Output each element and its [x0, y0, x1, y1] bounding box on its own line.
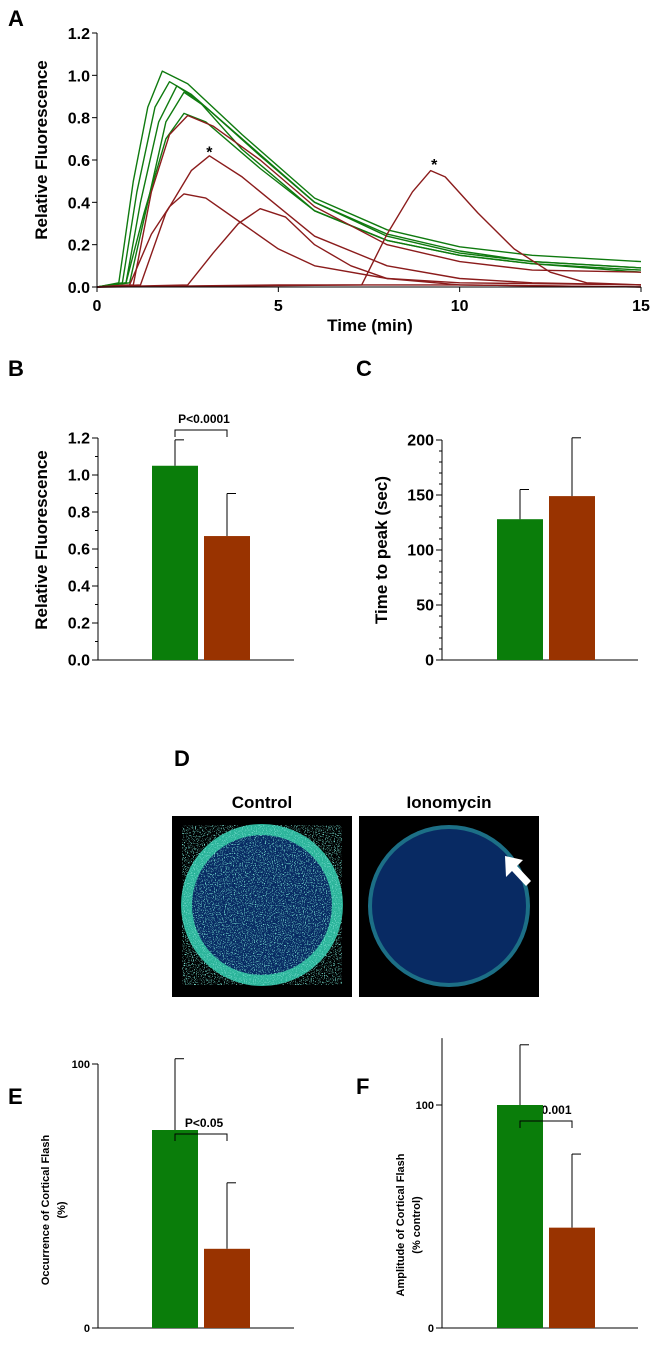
series-line-ionomycin-11	[96, 284, 642, 288]
panel-a-annotation-asterisk-2: *	[431, 157, 438, 174]
panel-c-y-tick-label-1: 50	[416, 598, 434, 615]
panel-e-significance-label: P<0.05	[185, 1116, 224, 1130]
arrow-icon	[505, 856, 531, 886]
panel-e-y-axis-label-line2: (%)	[56, 1201, 68, 1218]
panel-a-y-tick-label-4: 0.8	[68, 111, 90, 128]
bar-ionomycin	[204, 536, 250, 660]
panel-c-y-tick-label-2: 100	[407, 543, 434, 560]
panel-b-y-tick-label-6: 1.2	[68, 431, 90, 448]
panel-f-y-tick-label-0: 0	[428, 1323, 434, 1335]
panel-c-y-tick-label-4: 200	[407, 433, 434, 450]
panel-e-y-tick-label-0: 0	[84, 1323, 90, 1335]
series-line-ionomycin-7	[96, 155, 642, 288]
panel-b-y-axis-label: Relative Fluorescence	[32, 450, 51, 630]
series-line-ionomycin-6	[96, 114, 642, 288]
panel-e-significance-bracket	[174, 1133, 228, 1141]
panel-b-y-tick-label-2: 0.4	[68, 579, 90, 596]
panel-a-x-tick-label-0: 0	[93, 298, 102, 315]
panel-a-y-tick-label-3: 0.6	[68, 153, 90, 170]
series-line-control-4	[96, 91, 642, 288]
panel-c-y-tick-label-0: 0	[425, 653, 434, 670]
panel-b-y-tick-label-4: 0.8	[68, 505, 90, 522]
panel-a-x-tick-label-3: 15	[632, 298, 650, 315]
bar-control	[497, 519, 543, 660]
panel-f-y-axis-label-line1: Amplitude of Cortical Flash	[395, 1153, 407, 1296]
panel-a-x-axis-label: Time (min)	[327, 316, 413, 335]
panel-letter-f: F	[356, 1074, 369, 1099]
panel-a-y-tick-label-2: 0.4	[68, 195, 90, 212]
series-line-ionomycin-9	[96, 207, 642, 288]
panel-a-annotation-asterisk-1: *	[206, 144, 213, 161]
panel-letter-c: C	[356, 356, 372, 381]
panel-b-y-tick-label-3: 0.6	[68, 542, 90, 559]
panel-a-y-tick-label-5: 1.0	[68, 68, 90, 85]
panel-letter-e: E	[8, 1084, 23, 1109]
panel-b-y-tick-label-1: 0.2	[68, 616, 90, 633]
panel-f-bar-chart: Amplitude of Cortical Flash (% control) …	[395, 1038, 638, 1335]
bar-ionomycin	[549, 496, 595, 660]
panel-a-y-tick-label-1: 0.2	[68, 238, 90, 255]
panel-e-bar-chart: Occurrence of Cortical Flash (%) P<0.05 …	[40, 1058, 294, 1335]
bar-ionomycin	[204, 1248, 250, 1328]
panel-a-y-tick-label-0: 0.0	[68, 280, 90, 297]
panel-e-y-tick-label-1: 100	[72, 1059, 90, 1071]
panel-b-bar-chart: Relative Fluorescence P<0.0001 0.0 0.2 0.4…	[32, 412, 294, 670]
panel-a-y-tick-label-6: 1.2	[68, 26, 90, 43]
panel-a-line-chart: 0 5 10 15 0.0 0.2 0.4 0.6 0.8 1.0 1.2 * * Time (min…	[32, 26, 650, 335]
panel-b-y-tick-label-0: 0.0	[68, 653, 90, 670]
panel-f-significance-bracket	[519, 1120, 573, 1128]
panel-d-control-label: Control	[232, 793, 292, 812]
panel-c-y-tick-label-3: 150	[407, 488, 434, 505]
panel-b-significance-bracket	[174, 429, 228, 437]
panel-letter-d: D	[174, 746, 190, 771]
panel-f-y-tick-label-1: 100	[416, 1100, 434, 1112]
panel-c-y-axis-label: Time to peak (sec)	[372, 476, 391, 624]
panel-a-x-tick-label-1: 5	[274, 298, 283, 315]
bar-control	[152, 465, 198, 660]
panel-a-y-axis-label: Relative Fluorescence	[32, 60, 51, 240]
ionomycin-egg-interior	[372, 829, 526, 983]
control-egg-speckle	[179, 822, 345, 988]
panel-letter-b: B	[8, 356, 24, 381]
panel-e-y-axis-label-line1: Occurrence of Cortical Flash	[40, 1135, 52, 1286]
panel-d-ionomycin-label: Ionomycin	[406, 793, 491, 812]
series-line-ionomycin-10	[96, 169, 642, 288]
panel-d-images: Control Ionomycin	[172, 793, 539, 997]
bar-ionomycin	[549, 1227, 595, 1328]
panel-b-significance-label: P<0.0001	[178, 412, 230, 426]
panel-a-x-tick-label-2: 10	[451, 298, 469, 315]
control-egg-interior	[192, 835, 332, 975]
panel-c-bar-chart: Time to peak (sec) 0 50 100 150 200	[372, 433, 638, 670]
panel-f-y-axis-label-line2: (% control)	[411, 1196, 423, 1254]
bar-control	[152, 1130, 198, 1328]
series-line-control-1	[96, 70, 642, 288]
series-line-ionomycin-8	[96, 193, 642, 288]
series-line-control-5	[96, 112, 642, 288]
bar-control	[497, 1105, 543, 1328]
panel-b-y-tick-label-5: 1.0	[68, 468, 90, 485]
panel-letter-a: A	[8, 6, 24, 31]
